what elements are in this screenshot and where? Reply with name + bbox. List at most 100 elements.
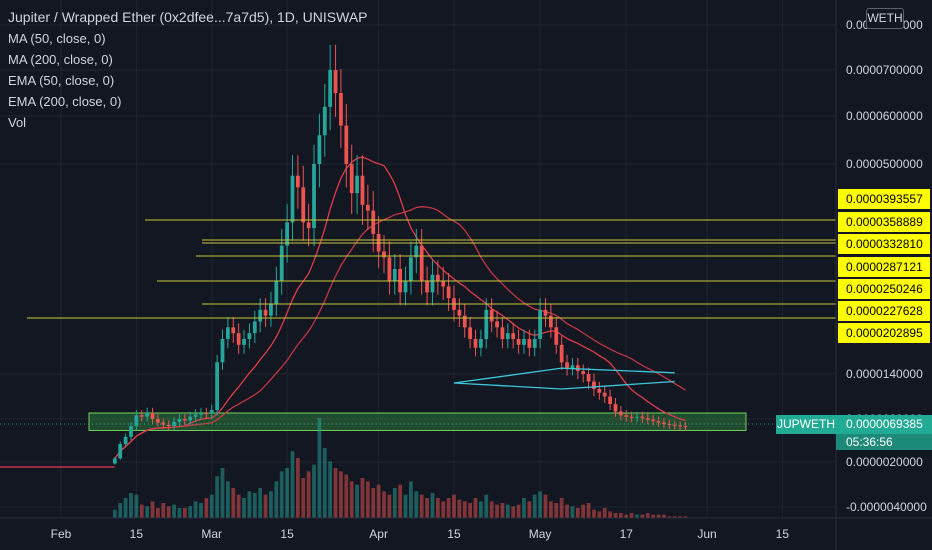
candle-body <box>640 416 645 419</box>
candle-body <box>479 339 483 348</box>
volume-bar <box>392 488 397 518</box>
level-label-bg <box>838 234 930 254</box>
volume-bar <box>295 458 300 518</box>
candle-body <box>344 125 349 164</box>
candle-body <box>651 419 656 422</box>
volume-bar <box>511 506 516 518</box>
volume-bar <box>209 494 214 518</box>
candle-body <box>188 416 193 421</box>
candle-body <box>365 204 370 211</box>
candle-body <box>505 333 510 339</box>
volume-bar <box>543 494 548 518</box>
x-tick-label: Apr <box>369 527 388 541</box>
volume-bar <box>462 501 467 518</box>
legend-ma-50[interactable]: MA (50, close, 0) <box>8 31 106 46</box>
candle-body <box>419 245 424 281</box>
x-tick-label: 15 <box>447 527 461 541</box>
currency-badge[interactable]: WETH <box>866 8 904 29</box>
candle-body <box>139 415 144 417</box>
volume-bar <box>662 514 666 518</box>
x-tick-label: Mar <box>201 527 222 541</box>
volume-bar <box>236 494 241 518</box>
candle-body <box>112 458 117 464</box>
volume-bar <box>166 506 171 518</box>
candle-body <box>306 222 311 229</box>
volume-bar <box>376 484 381 518</box>
volume-bar <box>247 491 252 518</box>
volume-bar <box>156 508 160 518</box>
candle-body <box>581 371 586 374</box>
candle-body <box>662 422 666 425</box>
candle-body <box>285 222 289 246</box>
candle-body <box>177 419 182 422</box>
candle-body <box>199 413 203 415</box>
candle-body <box>656 421 661 423</box>
volume-bar <box>505 504 510 518</box>
volume-bar <box>242 498 246 518</box>
volume-bar <box>667 516 672 518</box>
candle-body <box>225 327 230 339</box>
x-tick-label: May <box>529 527 552 541</box>
candle-body <box>489 309 494 322</box>
candle-body <box>667 424 672 426</box>
volume-bar <box>586 503 591 518</box>
chart-legend: Jupiter / Wrapped Ether (0x2dfee...7a7d5… <box>8 7 368 133</box>
candle-body <box>172 421 176 427</box>
level-label-bg <box>838 279 930 299</box>
candle-body <box>360 175 365 205</box>
candle-body <box>554 327 559 345</box>
volume-bar <box>516 504 521 518</box>
y-tick-label: 0.0000140000 <box>846 367 923 381</box>
candle-body <box>387 257 392 281</box>
candle-body <box>317 135 322 164</box>
volume-bar <box>575 508 580 518</box>
candle-body <box>538 309 543 339</box>
legend-ema-200[interactable]: EMA (200, close, 0) <box>8 94 122 109</box>
volume-bar <box>446 498 451 518</box>
candle-body <box>279 245 284 281</box>
volume-bar <box>495 504 499 518</box>
level-label: 0.0000393557 <box>846 192 923 206</box>
level-label: 0.0000358889 <box>846 215 923 229</box>
volume-bar <box>134 494 139 518</box>
legend-ema-50[interactable]: EMA (50, close, 0) <box>8 73 115 88</box>
volume-bar <box>565 504 569 518</box>
level-label: 0.0000202895 <box>846 326 923 340</box>
candle-body <box>430 274 435 293</box>
level-label-bg <box>838 301 930 321</box>
volume-bar <box>484 494 489 518</box>
volume-bar <box>629 513 634 518</box>
volume-bar <box>608 511 612 518</box>
candle-body <box>161 422 166 425</box>
legend-ma-200[interactable]: MA (200, close, 0) <box>8 52 113 67</box>
volume-bar <box>172 504 176 518</box>
volume-bar <box>435 498 440 518</box>
candle-body <box>409 257 413 281</box>
legend-volume[interactable]: Vol <box>8 115 27 130</box>
candle-body <box>683 426 688 428</box>
volume-bar <box>554 503 559 518</box>
candle-body <box>371 210 376 234</box>
volume-bar <box>188 506 193 518</box>
legend-title[interactable]: Jupiter / Wrapped Ether (0x2dfee...7a7d5… <box>8 9 368 25</box>
candle-body <box>645 418 650 420</box>
volume-bar <box>489 501 494 518</box>
volume-bar <box>597 511 602 518</box>
volume-bar <box>344 474 349 518</box>
candle-body <box>495 321 499 328</box>
candle-body <box>322 106 327 136</box>
candle-body <box>231 327 236 334</box>
candle-body <box>559 344 564 363</box>
candle-body <box>414 245 419 258</box>
volume-bar <box>656 514 661 518</box>
candle-body <box>500 327 505 339</box>
candle-body <box>166 424 171 427</box>
volume-bar <box>678 516 682 518</box>
y-tick-label: -0.0000040000 <box>846 500 927 514</box>
volume-bar <box>112 509 117 518</box>
volume-bar <box>129 493 133 518</box>
volume-bar <box>231 488 236 518</box>
volume-bar <box>199 503 203 518</box>
